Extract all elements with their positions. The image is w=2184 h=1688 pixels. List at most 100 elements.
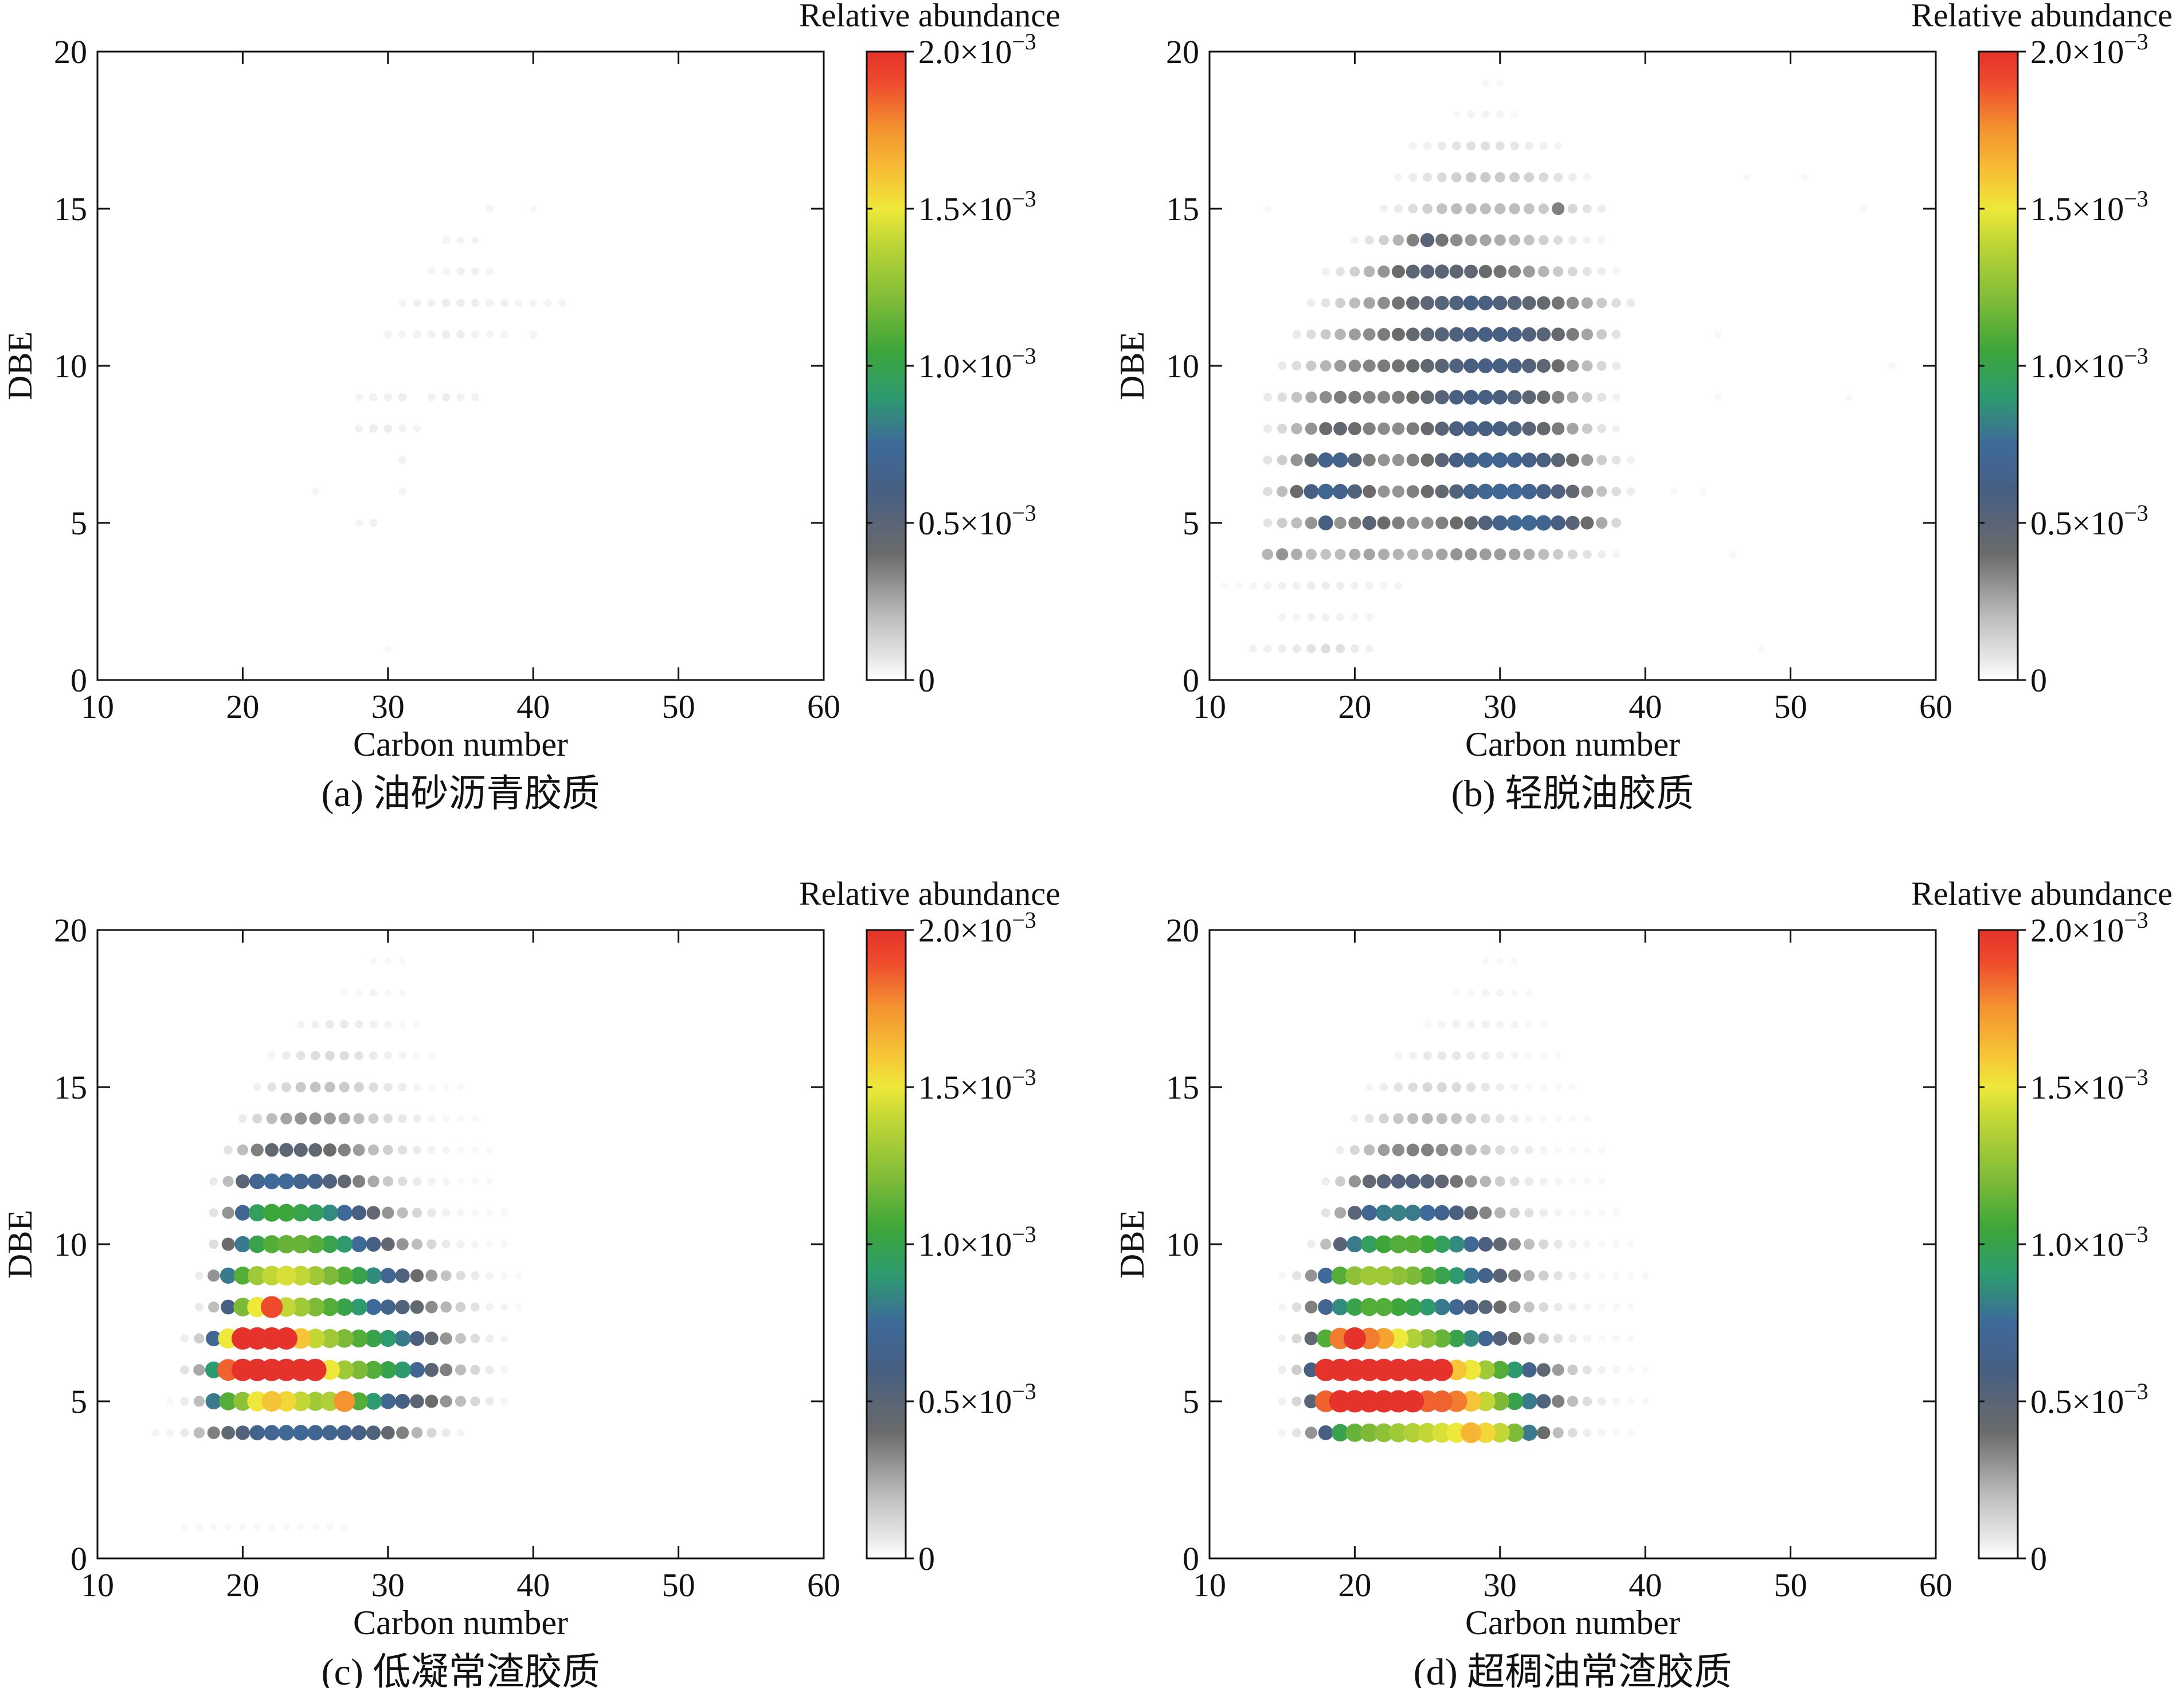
- data-point: [1553, 1303, 1563, 1312]
- data-point: [1465, 1144, 1477, 1156]
- data-point: [320, 1328, 340, 1349]
- data-point: [1481, 988, 1490, 997]
- data-point: [1277, 392, 1287, 403]
- data-point: [1583, 1334, 1591, 1343]
- data-point: [1290, 484, 1304, 498]
- x-tick-label: 50: [662, 1566, 695, 1604]
- data-point: [364, 1361, 383, 1379]
- data-point: [1392, 359, 1405, 373]
- data-point: [1539, 1177, 1548, 1186]
- data-point: [485, 1397, 494, 1406]
- data-point: [340, 989, 349, 997]
- data-point: [280, 1112, 292, 1125]
- data-point: [470, 1365, 480, 1375]
- data-point: [486, 1303, 494, 1311]
- data-points: [151, 958, 523, 1531]
- data-point: [1422, 204, 1432, 214]
- data-point: [1537, 421, 1551, 436]
- data-point: [1580, 516, 1594, 530]
- data-point: [1627, 1334, 1635, 1342]
- data-point: [1508, 1269, 1521, 1282]
- data-point: [1627, 1429, 1635, 1437]
- data-point: [1418, 1235, 1437, 1253]
- data-point: [1449, 1205, 1464, 1221]
- data-point: [1510, 141, 1519, 151]
- data-point: [1492, 327, 1508, 342]
- data-point: [369, 1020, 378, 1029]
- data-point: [471, 1240, 479, 1248]
- data-point: [277, 1204, 295, 1222]
- data-point: [1408, 173, 1418, 182]
- data-point: [1307, 581, 1316, 590]
- data-point: [350, 1392, 368, 1410]
- data-point: [1494, 1207, 1506, 1219]
- data-point: [456, 393, 465, 401]
- data-point: [1597, 267, 1606, 276]
- data-point: [383, 1052, 392, 1060]
- data-point: [1419, 1205, 1435, 1221]
- data-point: [1291, 548, 1303, 560]
- data-point: [1306, 644, 1316, 654]
- data-point: [1479, 1206, 1492, 1220]
- data-point: [324, 1081, 335, 1093]
- data-point: [209, 1208, 218, 1218]
- data-point: [1567, 1365, 1578, 1376]
- data-point: [193, 1396, 205, 1407]
- data-point: [1567, 267, 1578, 277]
- data-point: [1363, 265, 1375, 278]
- data-point: [220, 1267, 237, 1284]
- data-point: [1536, 358, 1551, 373]
- data-point: [1449, 295, 1464, 311]
- data-point: [1278, 581, 1286, 590]
- data-point: [1507, 390, 1522, 405]
- data-point: [427, 393, 436, 401]
- data-point: [309, 1112, 322, 1125]
- data-point: [1377, 485, 1390, 498]
- data-point: [1420, 1174, 1435, 1189]
- data-point: [427, 1146, 436, 1154]
- data-point: [366, 1206, 381, 1220]
- data-point: [1406, 390, 1420, 404]
- data-point: [296, 1051, 306, 1061]
- data-point: [326, 1523, 334, 1531]
- data-point: [1551, 359, 1565, 373]
- data-point: [471, 1115, 479, 1123]
- data-point: [1536, 1394, 1551, 1409]
- data-point: [1859, 205, 1867, 213]
- data-point: [349, 1360, 369, 1380]
- data-point: [1263, 205, 1271, 213]
- data-point: [1365, 581, 1373, 590]
- data-point: [260, 1296, 283, 1318]
- data-point: [426, 1428, 437, 1438]
- x-tick-label: 60: [807, 688, 840, 725]
- data-point: [1496, 1052, 1504, 1060]
- data-point: [1377, 296, 1390, 310]
- data-point: [1743, 173, 1751, 181]
- data-point: [1306, 360, 1317, 372]
- data-point: [366, 1237, 381, 1252]
- data-point: [1598, 236, 1606, 244]
- x-axis-label: Carbon number: [353, 725, 568, 763]
- data-point: [1569, 1083, 1576, 1091]
- data-point: [253, 1523, 261, 1531]
- data-point: [398, 1083, 407, 1092]
- data-point: [1583, 1209, 1591, 1217]
- data-point: [224, 1145, 233, 1155]
- data-point: [1449, 264, 1463, 279]
- data-point: [1478, 295, 1493, 311]
- data-point: [296, 1020, 305, 1029]
- data-point: [1336, 267, 1345, 276]
- data-point: [1554, 1146, 1562, 1154]
- data-point: [1278, 1365, 1286, 1374]
- data-point: [486, 205, 494, 213]
- data-point: [1583, 236, 1591, 244]
- data-point: [304, 1358, 327, 1381]
- data-point: [395, 1394, 410, 1409]
- data-point: [398, 299, 406, 307]
- data-point: [293, 1143, 308, 1157]
- data-point: [455, 1396, 467, 1407]
- data-point: [1478, 452, 1493, 468]
- data-point: [1394, 581, 1403, 590]
- y-tick-label: 15: [54, 190, 87, 228]
- data-point: [1496, 958, 1504, 966]
